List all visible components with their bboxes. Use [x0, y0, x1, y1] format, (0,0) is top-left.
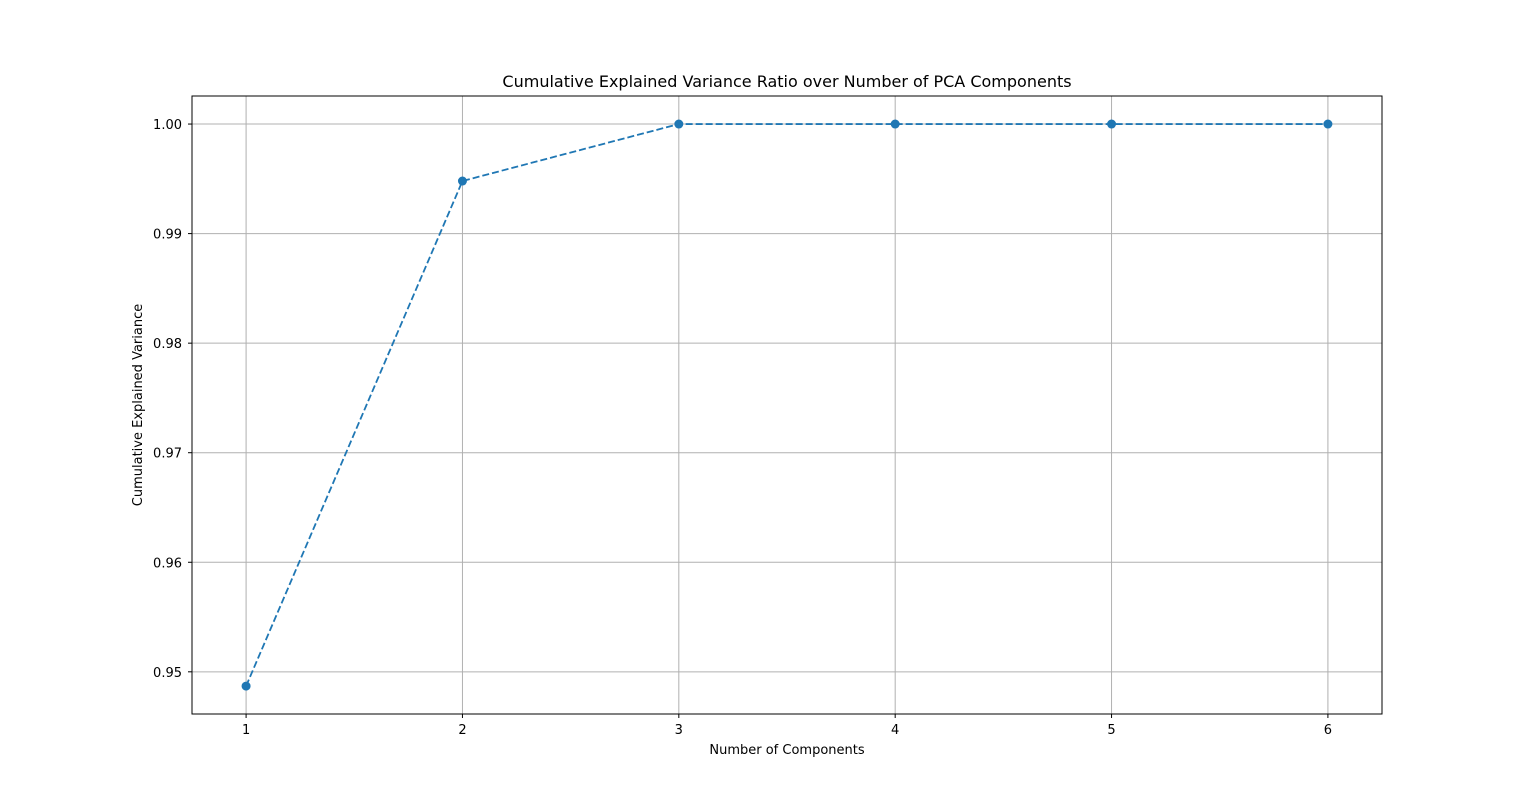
y-tick-label: 0.98	[153, 337, 182, 352]
y-tick-label: 0.97	[153, 447, 182, 462]
y-tick-label: 0.95	[153, 666, 182, 681]
x-tick-label: 4	[891, 723, 899, 738]
grid-lines	[192, 96, 1382, 714]
y-tick-label: 0.99	[153, 228, 182, 243]
data-point	[241, 681, 251, 691]
data-point	[890, 119, 900, 129]
axis-ticks: 1 2 3 4 5 6 0.95 0.96 0.97 0.98 0.99 1.00	[153, 118, 1332, 738]
data-point	[457, 176, 467, 186]
x-tick-label: 1	[242, 723, 250, 738]
y-tick-label: 1.00	[153, 118, 182, 133]
chart-title: Cumulative Explained Variance Ratio over…	[502, 72, 1071, 91]
plot-area-frame	[191, 95, 1383, 715]
data-point	[1107, 119, 1117, 129]
x-tick-label: 5	[1107, 723, 1115, 738]
data-point	[674, 119, 684, 129]
data-point	[1323, 119, 1333, 129]
x-tick-label: 2	[458, 723, 466, 738]
x-axis-label: Number of Components	[709, 743, 864, 758]
x-tick-label: 6	[1324, 723, 1332, 738]
y-axis-label: Cumulative Explained Variance	[131, 304, 146, 506]
series-layer	[241, 119, 1333, 691]
x-tick-label: 3	[675, 723, 683, 738]
y-tick-label: 0.96	[153, 556, 182, 571]
series-line	[245, 123, 1328, 687]
